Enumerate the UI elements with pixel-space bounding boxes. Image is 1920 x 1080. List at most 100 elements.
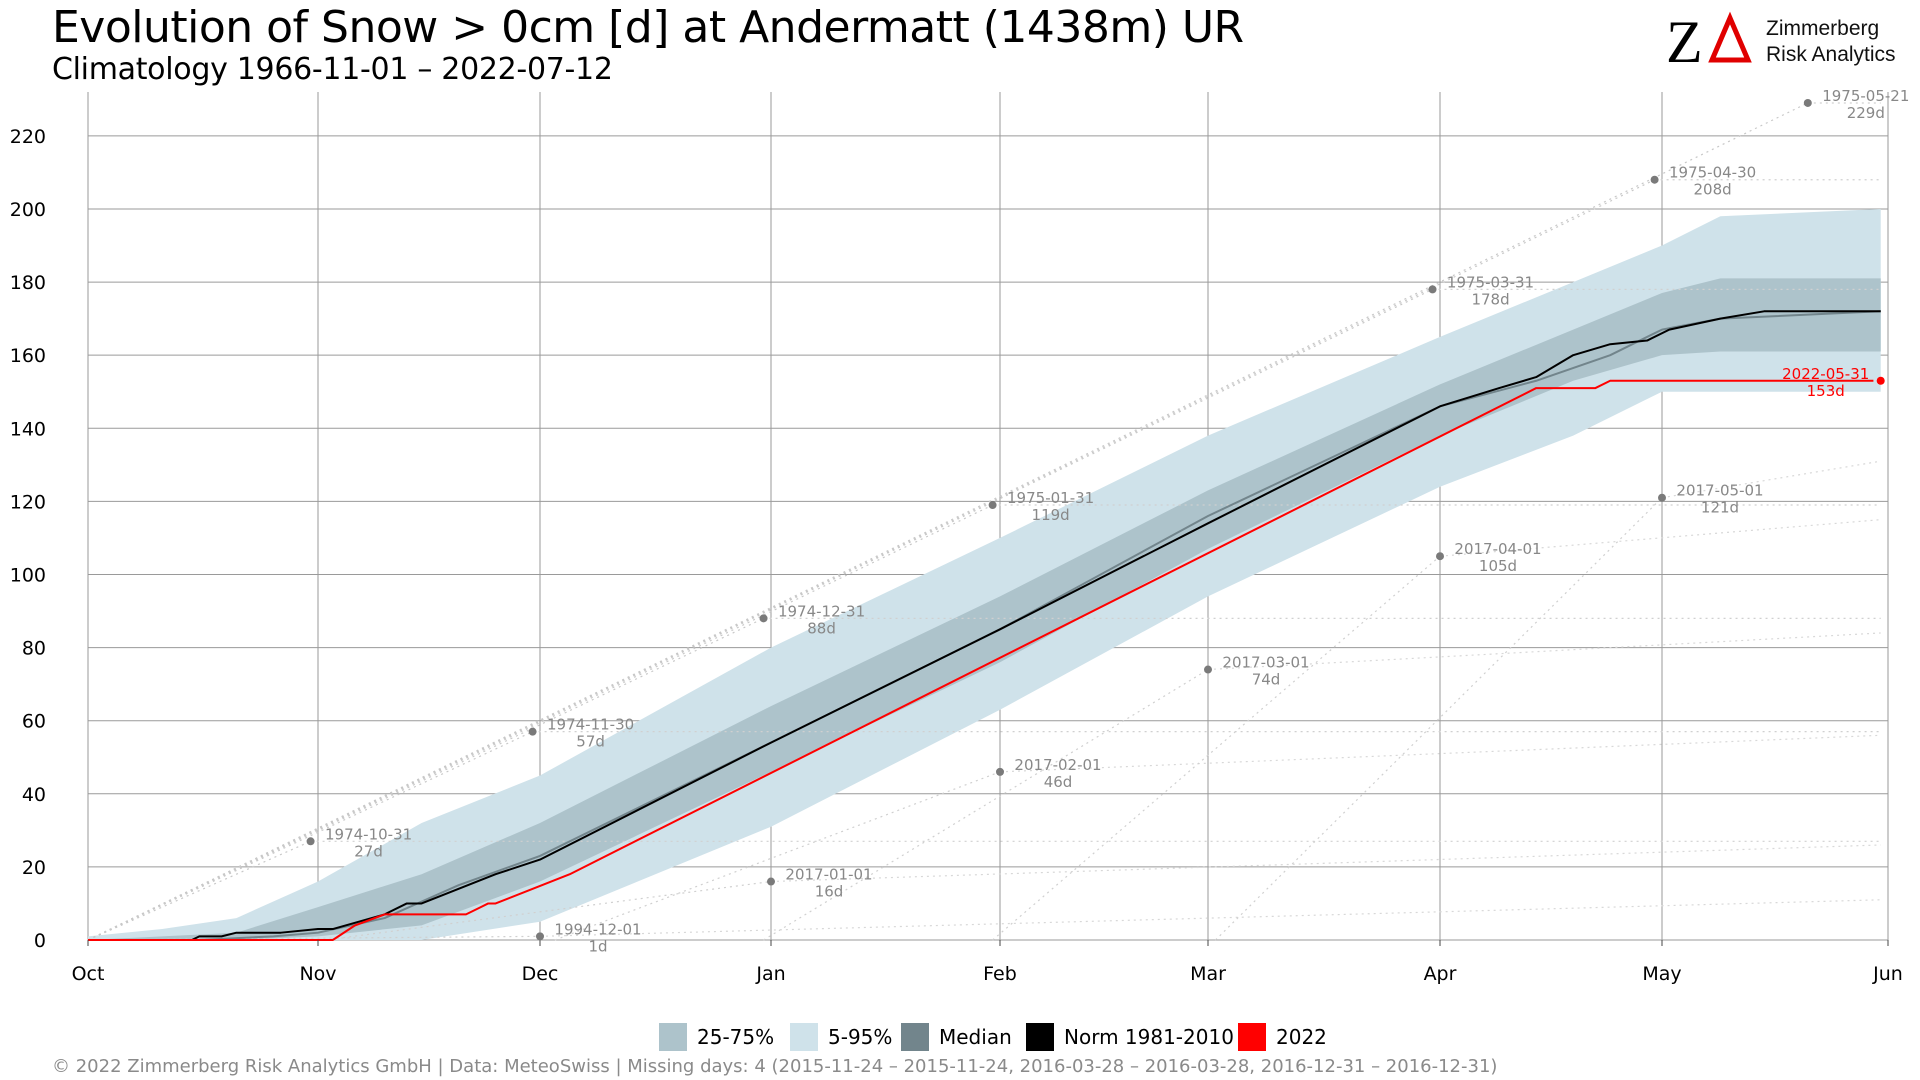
record-min-value-label: 1d — [588, 937, 607, 955]
record-min-point — [536, 932, 544, 941]
record-max-date-label: 1974-11-30 — [547, 716, 634, 734]
record-max-value-label: 178d — [1471, 290, 1509, 308]
y-tick-label: 160 — [10, 345, 46, 367]
record-max-point — [988, 501, 997, 510]
y-tick-label: 0 — [34, 930, 46, 952]
record-min-point — [1658, 493, 1666, 502]
company-logo: Z Zimmerberg Risk Analytics — [1662, 6, 1902, 76]
record-max-value-label: 57d — [576, 733, 605, 751]
legend-item-median: Median — [901, 1022, 1012, 1052]
chart-subtitle: Climatology 1966-11-01 – 2022-07-12 — [52, 52, 613, 87]
record-min-date-label: 1994-12-01 — [554, 920, 641, 938]
legend-label-p5-p95: 5-95% — [828, 1025, 893, 1049]
record-min-value-label: 121d — [1701, 499, 1739, 517]
record-min-point — [996, 767, 1004, 776]
record-max-guide — [87, 179, 1655, 941]
record-min-point — [1204, 665, 1212, 674]
record-min-guide — [554, 771, 1001, 941]
record-min-date-label: 2017-04-01 — [1454, 540, 1541, 558]
current-2022-point — [1876, 376, 1885, 385]
x-tick-label: Dec — [522, 963, 559, 985]
footer-credits: © 2022 Zimmerberg Risk Analytics GmbH | … — [52, 1056, 1498, 1077]
legend-label-2022: 2022 — [1276, 1025, 1327, 1049]
chart-title: Evolution of Snow > 0cm [d] at Andermatt… — [52, 2, 1244, 53]
record-max-date-label: 1975-05-21 — [1822, 87, 1909, 105]
record-min-guide — [763, 669, 1209, 941]
y-tick-label: 120 — [10, 491, 46, 513]
record-max-date-label: 1975-04-30 — [1669, 164, 1756, 182]
legend-swatch-iqr — [659, 1023, 687, 1051]
record-min-flat — [770, 844, 1881, 883]
record-max-point — [1650, 175, 1659, 184]
x-tick-label: Feb — [983, 963, 1017, 985]
y-tick-label: 100 — [10, 564, 46, 586]
legend-swatch-median — [901, 1023, 929, 1051]
x-tick-label: Mar — [1190, 963, 1226, 985]
x-tick-label: Apr — [1424, 963, 1457, 985]
record-max-point — [528, 727, 537, 736]
snow-days-chart: 0 20 40 60 80 100 120 140 160 180 200 220 Oct Nov Dec J… — [10, 87, 1910, 985]
record-min-point — [767, 877, 775, 886]
legend-swatch-p5-p95 — [790, 1023, 818, 1051]
legend-label-norm: Norm 1981-2010 — [1064, 1025, 1234, 1049]
record-min-point — [1436, 552, 1444, 561]
y-tick-label: 60 — [22, 711, 46, 733]
record-min-value-label: 46d — [1044, 773, 1073, 791]
legend-label-median: Median — [939, 1025, 1012, 1049]
record-max-guide — [87, 102, 1809, 941]
record-min-value-label: 74d — [1252, 671, 1281, 689]
record-min-flat — [1661, 460, 1881, 499]
record-max-value-label: 229d — [1847, 104, 1885, 122]
legend-swatch-norm — [1026, 1023, 1054, 1051]
record-max-point — [1803, 98, 1812, 107]
record-max-guide — [87, 288, 1433, 941]
series-line-norm-1981-2010 — [88, 310, 1881, 941]
record-max-point — [1428, 285, 1437, 294]
record-min-value-label: 105d — [1479, 557, 1517, 575]
record-max-guide — [87, 731, 533, 941]
record-max-point — [306, 837, 315, 846]
record-min-flat — [1439, 519, 1881, 557]
y-tick-label: 140 — [10, 418, 46, 440]
x-tick-label: May — [1642, 963, 1681, 985]
record-max-date-label: 1974-10-31 — [325, 825, 412, 843]
legend-item-iqr: 25-75% — [659, 1022, 774, 1052]
record-min-date-label: 2017-02-01 — [1014, 756, 1101, 774]
record-max-value-label: 88d — [807, 619, 836, 637]
x-tick-label: Oct — [72, 963, 105, 985]
chart-legend: 25-75% 5-95% Median Norm 1981-2010 2022 — [0, 1022, 1920, 1052]
band-p25-p75 — [88, 278, 1881, 940]
logo-mark-icon: Z — [1666, 9, 1752, 75]
record-max-point — [759, 614, 768, 623]
logo-text: Zimmerberg Risk Analytics — [1766, 16, 1896, 68]
record-max-guide — [87, 840, 311, 941]
logo-delta-icon — [1708, 11, 1752, 63]
record-min-date-label: 2017-05-01 — [1676, 482, 1763, 500]
series-line-2022 — [88, 379, 1874, 941]
record-max-date-label: 1974-12-31 — [778, 602, 865, 620]
y-tick-label: 80 — [22, 638, 46, 660]
logo-line-1: Zimmerberg — [1766, 17, 1880, 40]
legend-item-2022: 2022 — [1238, 1022, 1327, 1052]
legend-item-p5-p95: 5-95% — [790, 1022, 892, 1052]
current-2022-date-label: 2022-05-31 — [1782, 365, 1869, 383]
record-max-date-label: 1975-01-31 — [1007, 489, 1094, 507]
record-max-value-label: 27d — [354, 842, 383, 860]
record-max-value-label: 208d — [1694, 181, 1732, 199]
y-tick-label: 40 — [22, 784, 46, 806]
logo-z-glyph: Z — [1666, 9, 1703, 75]
record-max-date-label: 1975-03-31 — [1447, 273, 1534, 291]
legend-swatch-2022 — [1238, 1023, 1266, 1051]
record-min-flat — [1207, 632, 1881, 671]
record-min-date-label: 2017-01-01 — [785, 866, 872, 884]
legend-label-iqr: 25-75% — [697, 1025, 775, 1049]
logo-line-2: Risk Analytics — [1766, 43, 1896, 66]
x-tick-label: Jan — [755, 963, 785, 985]
record-min-value-label: 16d — [815, 883, 844, 901]
record-min-flat — [539, 899, 1881, 937]
record-min-guide — [992, 555, 1441, 941]
record-min-date-label: 2017-03-01 — [1222, 654, 1309, 672]
y-tick-label: 20 — [22, 857, 46, 879]
record-min-guide — [1215, 497, 1663, 941]
y-tick-label: 200 — [10, 199, 46, 221]
